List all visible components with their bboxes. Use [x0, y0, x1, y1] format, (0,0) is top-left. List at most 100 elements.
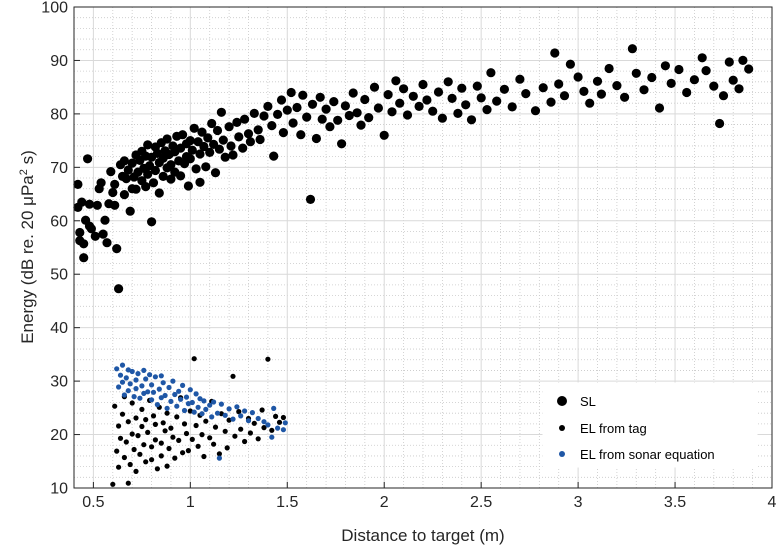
data-point-el-from-tag — [180, 450, 186, 456]
data-point-sl — [106, 167, 116, 177]
data-point-sl — [631, 68, 641, 78]
legend-marker-sl — [557, 396, 567, 406]
data-point-sl — [433, 87, 444, 97]
data-point-el-from-tag — [222, 428, 228, 434]
data-point-el-from-tag — [212, 424, 219, 430]
data-point-el-from-sonar-equation — [242, 408, 248, 414]
data-point-sl — [738, 55, 748, 65]
data-point-sl — [296, 130, 306, 140]
data-point-el-from-tag — [133, 415, 139, 421]
data-points — [73, 44, 754, 487]
data-point-sl — [234, 132, 244, 142]
data-point-el-from-tag — [139, 423, 145, 430]
data-point-el-from-sonar-equation — [193, 391, 199, 397]
data-point-sl — [278, 128, 288, 138]
data-point-sl — [302, 112, 312, 122]
data-point-sl — [391, 76, 401, 86]
data-point-el-from-sonar-equation — [156, 386, 162, 392]
data-point-el-from-sonar-equation — [125, 388, 131, 394]
data-point-el-from-sonar-equation — [255, 415, 261, 422]
data-point-el-from-tag — [164, 410, 170, 416]
data-point-sl — [364, 113, 374, 123]
data-point-sl — [472, 81, 482, 91]
data-point-sl — [461, 100, 471, 110]
data-point-el-from-tag — [150, 413, 157, 419]
data-point-sl — [307, 99, 318, 109]
data-point-sl — [255, 134, 265, 145]
data-point-sl — [238, 143, 248, 153]
data-point-sl — [110, 200, 120, 210]
data-point-sl — [154, 188, 164, 198]
y-tick-label: 30 — [50, 374, 68, 391]
data-point-sl — [243, 129, 254, 139]
data-point-el-from-tag — [183, 430, 190, 437]
data-point-sl — [701, 66, 711, 76]
data-point-sl — [201, 162, 211, 172]
data-point-sl — [337, 139, 347, 149]
data-point-el-from-sonar-equation — [238, 413, 244, 419]
data-point-el-from-sonar-equation — [162, 392, 168, 399]
data-point-el-from-tag — [129, 400, 135, 406]
data-point-sl — [360, 94, 370, 105]
y-axis-label-superscript: 2 — [18, 169, 30, 175]
data-point-el-from-tag — [195, 443, 201, 449]
legend-marker-el-from-sonar-equation — [559, 451, 565, 457]
data-point-el-from-tag — [211, 441, 217, 447]
data-point-el-from-tag — [154, 466, 160, 472]
x-tick-label: 1 — [186, 494, 195, 511]
data-point-sl — [530, 106, 541, 116]
data-point-el-from-sonar-equation — [141, 390, 147, 396]
data-point-el-from-sonar-equation — [137, 395, 143, 401]
data-point-el-from-sonar-equation — [214, 410, 221, 416]
data-point-sl — [538, 83, 548, 93]
data-point-sl — [131, 184, 141, 194]
data-point-el-from-sonar-equation — [154, 402, 160, 408]
data-point-el-from-tag — [280, 414, 286, 421]
data-point-el-from-sonar-equation — [195, 404, 201, 410]
y-axis-label-main: Energy (dB re. 20 μPa — [18, 175, 37, 344]
series-el-from-tag — [110, 356, 286, 487]
data-point-sl — [143, 140, 153, 150]
data-point-el-from-sonar-equation — [121, 392, 127, 398]
data-point-sl — [166, 160, 176, 170]
data-point-sl — [298, 90, 308, 100]
data-point-sl — [674, 64, 684, 75]
data-point-el-from-sonar-equation — [265, 422, 271, 428]
data-point-sl — [288, 118, 298, 128]
data-point-el-from-sonar-equation — [170, 378, 176, 384]
data-point-sl — [73, 179, 83, 189]
data-point-el-from-sonar-equation — [197, 396, 203, 402]
data-point-el-from-sonar-equation — [152, 374, 158, 380]
data-point-el-from-tag — [230, 373, 236, 379]
data-point-el-from-tag — [158, 453, 164, 459]
data-point-sl — [127, 158, 137, 168]
data-point-sl — [75, 227, 85, 238]
data-point-sl — [226, 141, 236, 151]
data-point-sl — [515, 74, 525, 84]
data-point-sl — [482, 105, 492, 115]
data-point-sl — [559, 91, 570, 101]
data-point-sl — [724, 57, 734, 67]
data-point-sl — [402, 110, 413, 120]
data-point-el-from-tag — [226, 417, 232, 423]
data-point-sl — [114, 284, 124, 294]
data-point-sl — [92, 200, 102, 210]
data-point-sl — [492, 96, 502, 106]
data-point-sl — [98, 229, 108, 239]
data-point-sl — [263, 101, 273, 111]
data-point-el-from-tag — [152, 421, 158, 427]
data-point-el-from-tag — [181, 421, 188, 427]
data-point-sl — [123, 165, 133, 175]
data-point-sl — [718, 91, 729, 101]
y-tick-label: 70 — [50, 160, 68, 177]
data-point-el-from-tag — [162, 428, 168, 434]
data-point-sl — [100, 215, 110, 225]
legend-label-el-from-sonar-equation: EL from sonar equation — [580, 447, 715, 462]
data-point-el-from-tag — [123, 439, 129, 445]
data-point-sl — [185, 154, 195, 164]
data-point-sl — [212, 125, 223, 136]
x-tick-label: 2.5 — [470, 494, 492, 511]
data-point-sl — [521, 89, 531, 99]
data-point-sl — [620, 92, 630, 102]
